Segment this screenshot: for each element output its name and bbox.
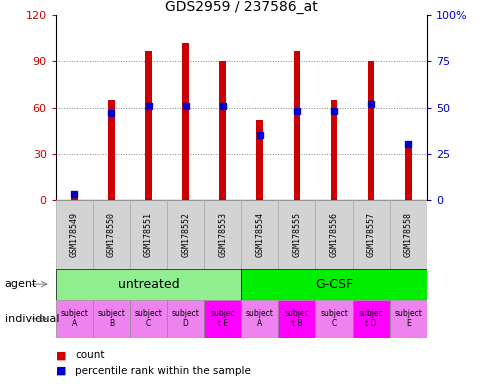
Text: ■: ■ bbox=[56, 366, 66, 376]
Bar bbox=[367, 61, 374, 200]
Text: percentile rank within the sample: percentile rank within the sample bbox=[75, 366, 251, 376]
Bar bbox=[56, 269, 241, 300]
Bar bbox=[130, 200, 166, 269]
Bar bbox=[315, 200, 352, 269]
Bar bbox=[166, 200, 204, 269]
Bar bbox=[389, 300, 426, 338]
Bar bbox=[256, 120, 263, 200]
Bar bbox=[241, 300, 278, 338]
Bar bbox=[404, 141, 411, 200]
Text: GSM178552: GSM178552 bbox=[181, 212, 190, 257]
Bar bbox=[315, 300, 352, 338]
Text: GSM178554: GSM178554 bbox=[255, 212, 264, 257]
Text: subject
C: subject C bbox=[319, 309, 347, 328]
Text: subject
E: subject E bbox=[393, 309, 421, 328]
Text: subject
A: subject A bbox=[60, 309, 88, 328]
Text: subjec
t B: subjec t B bbox=[284, 309, 309, 328]
Bar bbox=[352, 300, 389, 338]
Text: untreated: untreated bbox=[118, 278, 179, 291]
Bar bbox=[93, 200, 130, 269]
Text: individual: individual bbox=[5, 314, 59, 324]
Title: GDS2959 / 237586_at: GDS2959 / 237586_at bbox=[165, 0, 317, 14]
Bar bbox=[241, 200, 278, 269]
Bar bbox=[204, 200, 241, 269]
Text: count: count bbox=[75, 350, 105, 360]
Bar bbox=[330, 100, 337, 200]
Bar bbox=[219, 61, 226, 200]
Text: GSM178553: GSM178553 bbox=[218, 212, 227, 257]
Bar bbox=[108, 100, 115, 200]
Bar bbox=[130, 300, 166, 338]
Bar bbox=[182, 43, 189, 200]
Text: subjec
t D: subjec t D bbox=[358, 309, 383, 328]
Bar bbox=[71, 197, 77, 200]
Text: GSM178557: GSM178557 bbox=[366, 212, 375, 257]
Bar bbox=[93, 300, 130, 338]
Text: GSM178555: GSM178555 bbox=[292, 212, 301, 257]
Bar bbox=[56, 300, 93, 338]
Text: subject
A: subject A bbox=[245, 309, 273, 328]
Text: subject
B: subject B bbox=[97, 309, 125, 328]
Bar bbox=[278, 300, 315, 338]
Text: ■: ■ bbox=[56, 350, 66, 360]
Bar bbox=[389, 200, 426, 269]
Text: GSM178556: GSM178556 bbox=[329, 212, 338, 257]
Text: subject
C: subject C bbox=[135, 309, 162, 328]
Text: GSM178549: GSM178549 bbox=[70, 212, 79, 257]
Bar bbox=[56, 200, 93, 269]
Text: subject
D: subject D bbox=[171, 309, 199, 328]
Text: GSM178551: GSM178551 bbox=[144, 212, 153, 257]
Bar bbox=[241, 269, 426, 300]
Text: subjec
t E: subjec t E bbox=[210, 309, 235, 328]
Bar bbox=[145, 51, 151, 200]
Bar bbox=[293, 51, 300, 200]
Bar bbox=[352, 200, 389, 269]
Text: GSM178558: GSM178558 bbox=[403, 212, 412, 257]
Text: agent: agent bbox=[5, 279, 37, 289]
Bar bbox=[204, 300, 241, 338]
Text: GSM178550: GSM178550 bbox=[106, 212, 116, 257]
Bar bbox=[278, 200, 315, 269]
Bar bbox=[166, 300, 204, 338]
Text: G-CSF: G-CSF bbox=[314, 278, 352, 291]
